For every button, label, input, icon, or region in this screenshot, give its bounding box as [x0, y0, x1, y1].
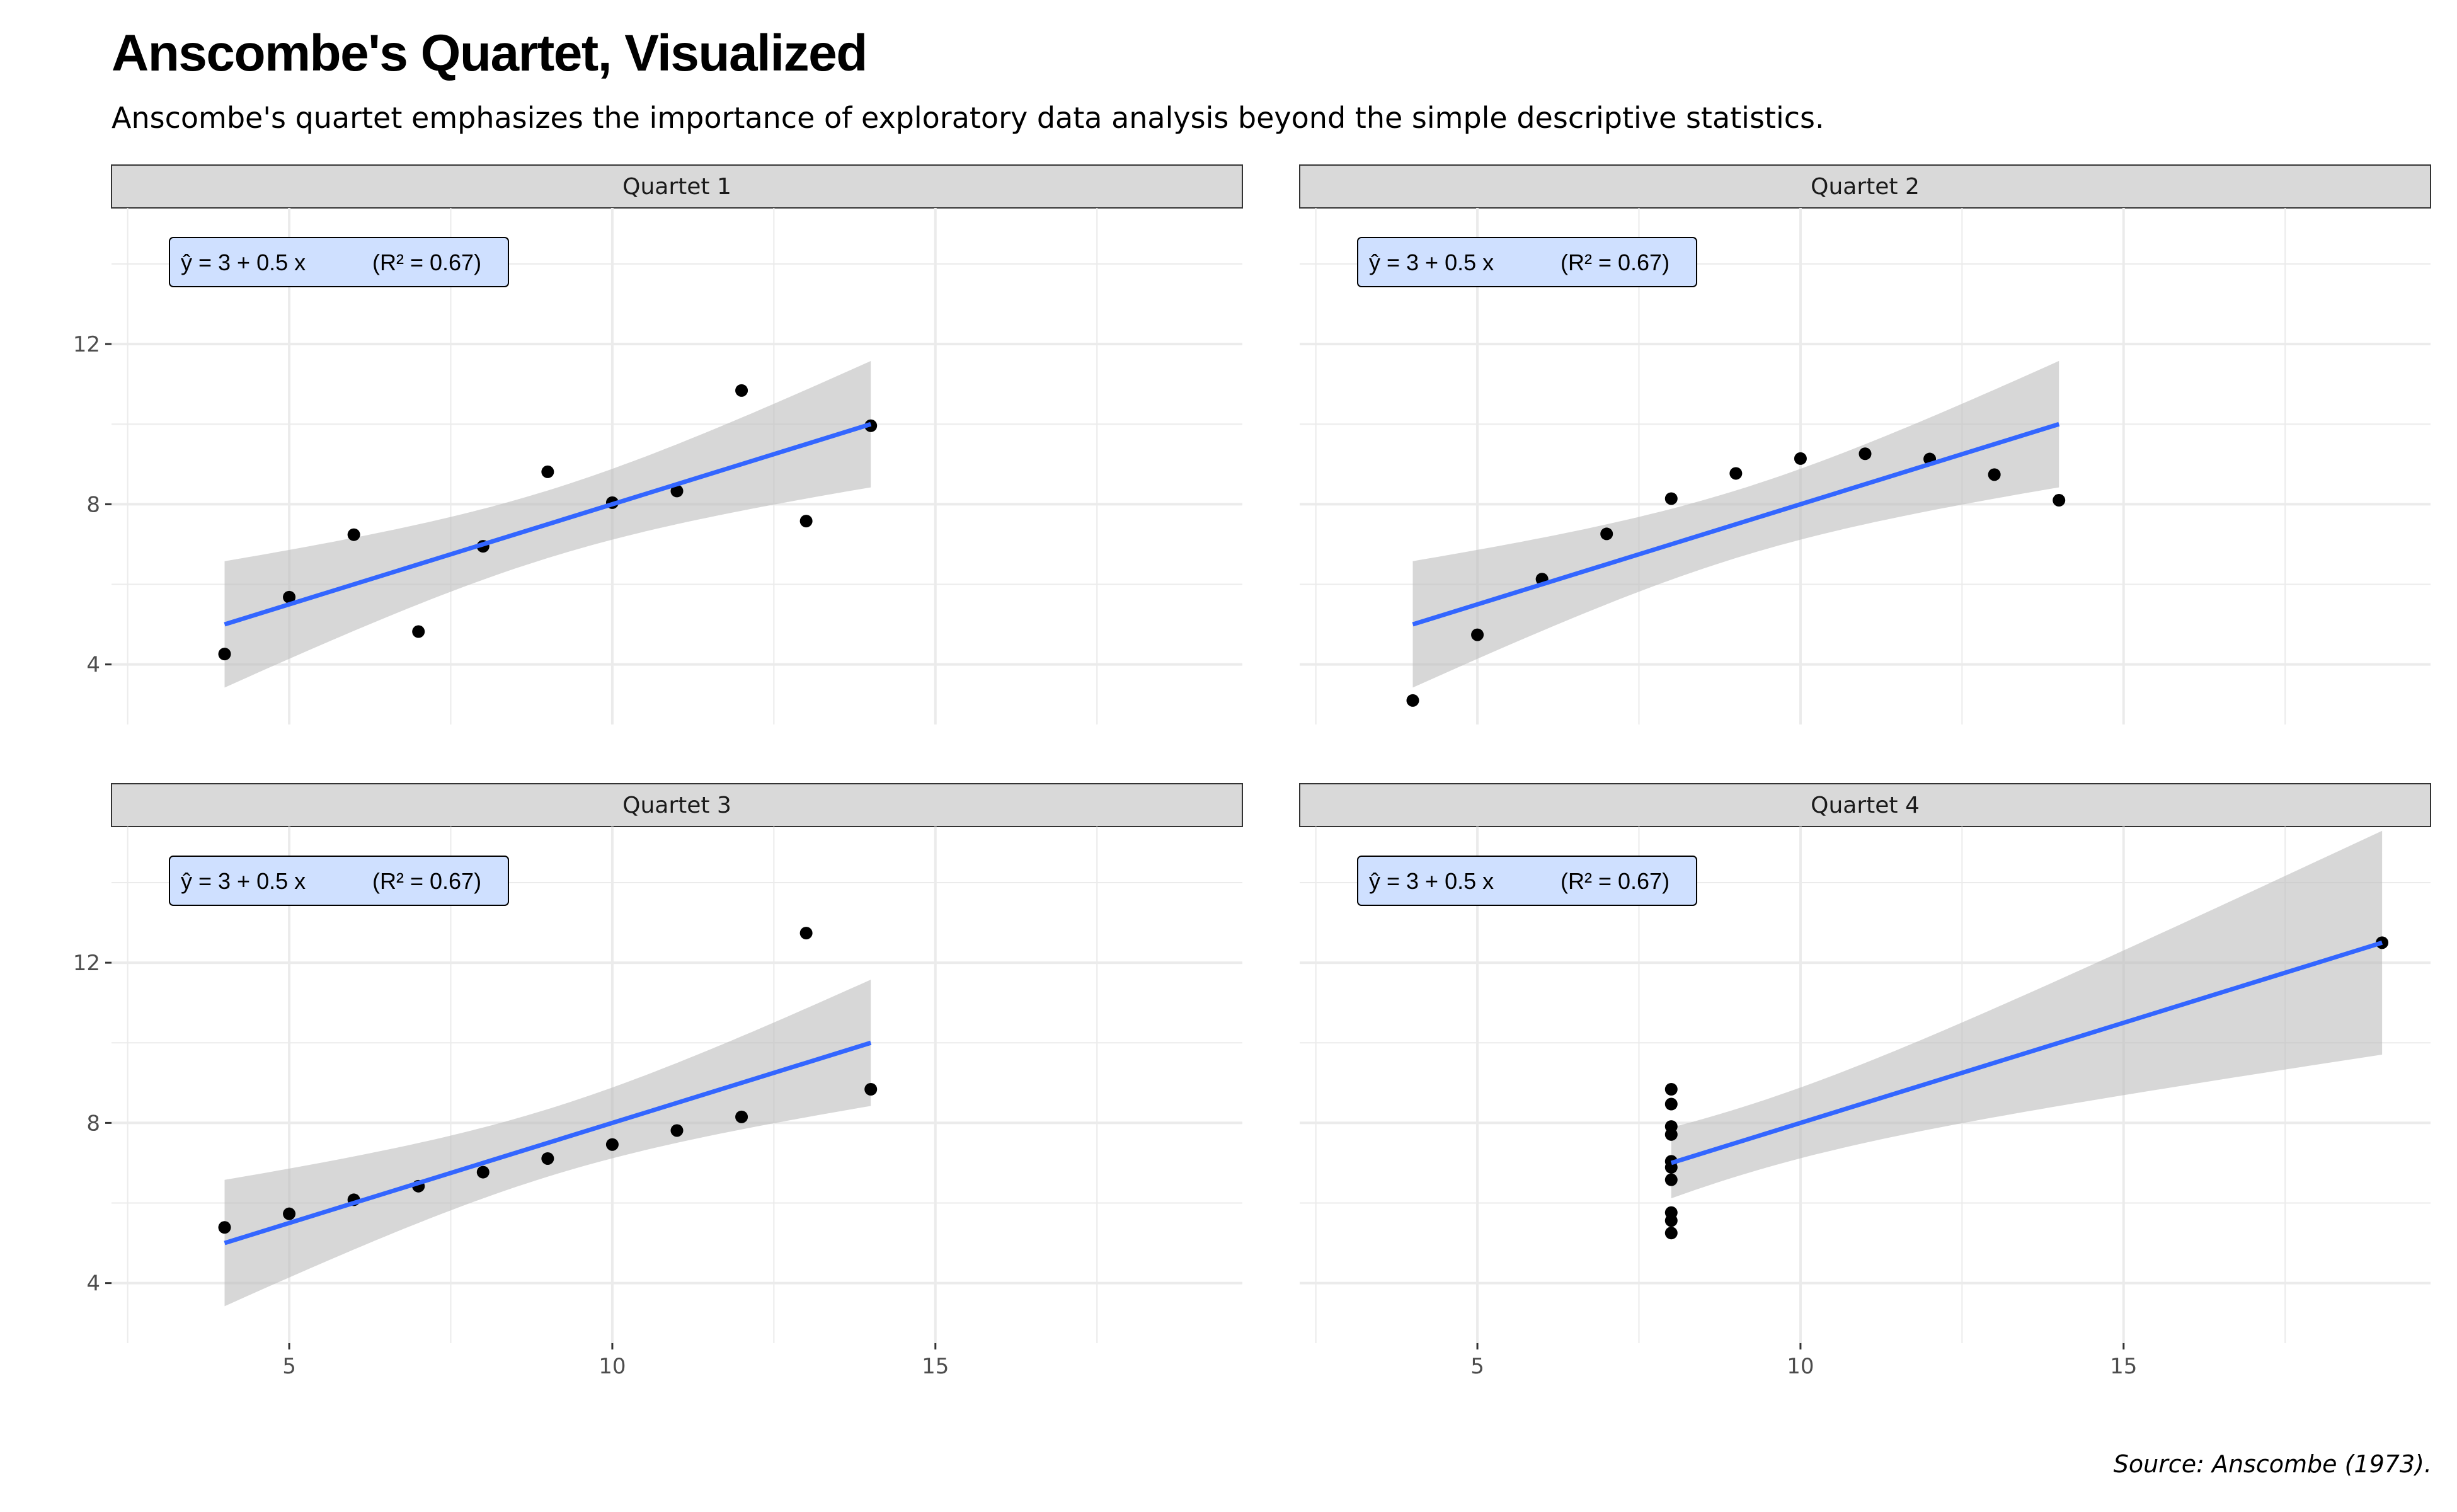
panel-1: Quartet 1 ŷ = 3 + 0.5 x (R² = 0.67) 4 8 12: [73, 164, 1243, 724]
source-caption: Source: Anscombe (1973).: [2113, 1450, 2432, 1478]
data-point: [412, 625, 425, 638]
data-point: [347, 528, 360, 541]
equation-label-box: [1357, 856, 1697, 906]
data-points: [218, 927, 878, 1234]
data-point: [1858, 447, 1872, 461]
data-points: [1664, 936, 2389, 1240]
equation-label: ŷ = 3 + 0.5 x: [181, 249, 306, 275]
data-point: [735, 384, 748, 397]
data-point: [605, 1138, 619, 1151]
r-squared-label: (R² = 0.67): [1561, 868, 1670, 894]
facet-strip: [1299, 164, 2431, 209]
regression-line: [224, 1040, 872, 1246]
data-point: [541, 465, 554, 478]
data-point: [283, 1207, 296, 1220]
facet-strip: [1299, 783, 2431, 827]
equation-label-box: [169, 856, 509, 906]
data-point: [1664, 1097, 1678, 1111]
data-point: [1664, 1227, 1678, 1240]
facet-strip-label: Quartet 1: [622, 174, 731, 200]
data-point: [1988, 468, 2001, 481]
data-point: [670, 1124, 684, 1137]
x-tick-label: 15: [922, 1354, 949, 1379]
data-points: [1406, 447, 2066, 707]
regression-line: [224, 421, 872, 627]
data-point: [1794, 452, 1807, 465]
x-tick-label: 5: [282, 1354, 296, 1379]
x-tick-label: 10: [1787, 1354, 1814, 1379]
data-point: [1664, 1214, 1678, 1227]
data-point: [735, 1110, 748, 1123]
equation-label: ŷ = 3 + 0.5 x: [1369, 249, 1494, 275]
y-tick-label: 12: [73, 332, 100, 357]
equation-label: ŷ = 3 + 0.5 x: [1369, 868, 1494, 894]
data-point: [218, 1221, 231, 1234]
y-tick-label: 4: [86, 653, 100, 678]
y-tick-label: 12: [73, 951, 100, 976]
facet-strip: [111, 164, 1243, 209]
data-point: [476, 1166, 490, 1179]
data-point: [218, 648, 231, 661]
data-point: [1406, 694, 1419, 707]
chart-title: Anscombe's Quartet, Visualized: [112, 25, 868, 82]
r-squared-label: (R² = 0.67): [372, 249, 481, 275]
panel-3: Quartet 3 ŷ = 3 + 0.5 x (R² = 0.67) 4 8 12 5 10…: [73, 783, 1243, 1379]
facet-strip-label: Quartet 2: [1811, 174, 1920, 200]
data-point: [2053, 494, 2066, 507]
facet-strip: [111, 783, 1243, 827]
facet-strip-label: Quartet 4: [1811, 793, 1920, 818]
data-point: [283, 590, 296, 604]
data-point: [541, 1152, 554, 1165]
y-tick-label: 8: [86, 492, 100, 517]
x-tick-label: 10: [598, 1354, 626, 1379]
panel-4: Quartet 4 ŷ = 3 + 0.5 x (R² = 0.67) 5 10 15: [1299, 783, 2431, 1379]
data-point: [1600, 527, 1613, 541]
data-point: [1664, 1082, 1678, 1096]
equation-label-box: [169, 237, 509, 287]
gridlines: [112, 208, 1242, 724]
data-point: [1664, 492, 1678, 505]
panel-2: Quartet 2 ŷ = 3 + 0.5 x (R² = 0.67): [1299, 164, 2431, 724]
y-tick-label: 8: [86, 1111, 100, 1136]
chart-subtitle: Anscombe's quartet emphasizes the import…: [112, 101, 1824, 135]
data-point: [670, 484, 684, 498]
r-squared-label: (R² = 0.67): [372, 868, 481, 894]
regression-line: [1670, 940, 2383, 1166]
x-tick-label: 5: [1470, 1354, 1484, 1379]
regression-line: [1412, 421, 2060, 627]
data-point: [1729, 467, 1743, 480]
data-point: [1471, 628, 1484, 641]
gridlines: [1300, 208, 2431, 724]
data-point: [1664, 1173, 1678, 1186]
x-tick-label: 15: [2110, 1354, 2137, 1379]
confidence-band: [1671, 830, 2383, 1199]
data-point: [864, 1082, 878, 1096]
data-point: [1664, 1120, 1678, 1133]
equation-label: ŷ = 3 + 0.5 x: [181, 868, 306, 894]
y-tick-label: 4: [86, 1271, 100, 1297]
r-squared-label: (R² = 0.67): [1561, 249, 1670, 275]
data-point: [799, 927, 813, 940]
equation-label-box: [1357, 237, 1697, 287]
facet-strip-label: Quartet 3: [622, 793, 731, 818]
data-point: [799, 515, 813, 528]
